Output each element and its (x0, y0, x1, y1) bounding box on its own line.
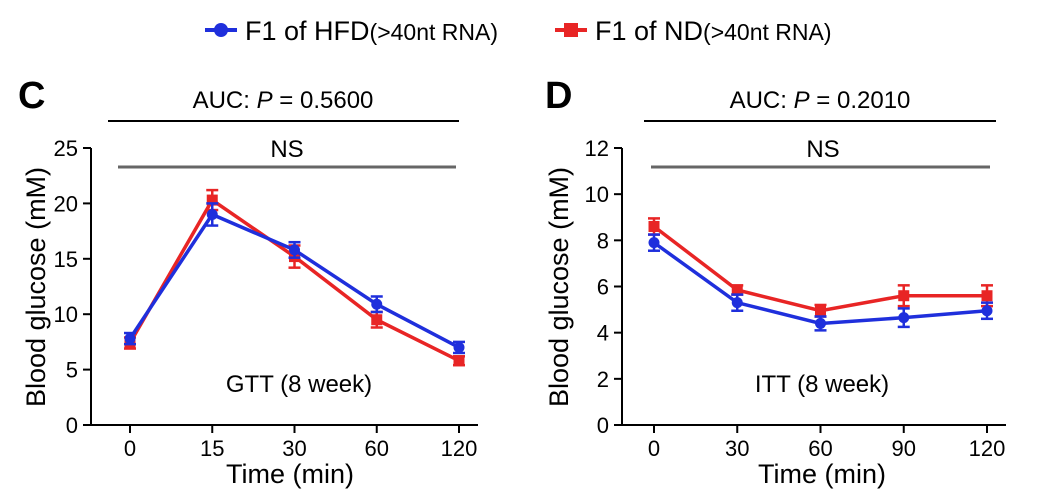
series-line-hfd (128, 212, 460, 349)
data-point-nd (898, 290, 910, 302)
data-point-nd (206, 194, 218, 206)
y-axis-title: Blood glucose (mM) (21, 167, 51, 407)
legend-item-nd: F1 of ND(>40nt RNA) (555, 16, 832, 46)
data-point-hfd (648, 237, 660, 249)
panel-c: C AUC: P = 0.5600 NS GTT (8 week) Time (… (18, 75, 478, 489)
x-tick-label: 120 (969, 436, 1006, 461)
y-tick-label: 5 (66, 358, 78, 383)
data-point-nd (371, 314, 383, 326)
x-tick-label: 90 (892, 436, 916, 461)
data-point-nd (648, 220, 660, 232)
panel-letter: D (545, 75, 572, 117)
y-tick-label: 20 (54, 191, 78, 216)
series-line-nd (652, 225, 987, 313)
panel-letter: C (18, 75, 45, 117)
legend-marker-nd (564, 23, 578, 37)
legend-label-hfd: F1 of HFD (245, 16, 370, 46)
auc-prefix: AUC: (730, 87, 794, 114)
legend-label-nd: F1 of ND (595, 16, 703, 46)
auc-label: AUC: P = 0.2010 (730, 87, 911, 114)
auc-value: = 0.2010 (810, 87, 911, 114)
y-tick-label: 8 (597, 228, 609, 253)
auc-p-symbol: P (257, 87, 273, 114)
svg-text:F1 of HFD(>40nt RNA): F1 of HFD(>40nt RNA) (245, 16, 498, 46)
data-point-nd (731, 284, 743, 296)
y-tick-label: 10 (54, 302, 78, 327)
auc-label: AUC: P = 0.5600 (193, 87, 374, 114)
y-tick-label: 2 (597, 367, 609, 392)
y-tick-label: 12 (585, 136, 609, 161)
data-point-hfd (731, 297, 743, 309)
auc-p-symbol: P (794, 87, 810, 114)
test-annotation: ITT (8 week) (755, 371, 889, 398)
panel-d: D AUC: P = 0.2010 NS ITT (8 week) Time (… (544, 75, 1006, 489)
y-tick-label: 0 (597, 413, 609, 438)
legend-suffix-nd: (>40nt RNA) (703, 19, 831, 45)
legend-marker-hfd (214, 23, 228, 37)
auc-prefix: AUC: (193, 87, 257, 114)
x-axis-title: Time (min) (226, 459, 354, 489)
significance-label: NS (270, 136, 303, 163)
data-point-hfd (289, 244, 300, 256)
y-axis-title: Blood glucose (mM) (544, 167, 574, 407)
y-tick-label: 10 (585, 182, 609, 207)
y-tick-label: 15 (54, 247, 78, 272)
x-tick-label: 60 (808, 436, 832, 461)
axes: 0 5 10 15 20 25 0 15 30 60 120 (54, 136, 478, 461)
y-tick-label: 6 (597, 275, 609, 300)
test-annotation: GTT (8 week) (226, 371, 372, 398)
significance-label: NS (806, 136, 839, 163)
data-point-hfd (815, 317, 826, 329)
data-point-nd (815, 305, 826, 317)
y-tick-label: 0 (66, 413, 78, 438)
y-tick-label: 25 (54, 136, 78, 161)
x-axis-title: Time (min) (758, 459, 886, 489)
y-tick-label: 4 (597, 321, 609, 346)
plot-area (648, 217, 993, 332)
plot-area (124, 188, 465, 367)
data-point-nd (981, 290, 993, 302)
x-tick-label: 30 (282, 436, 306, 461)
data-point-hfd (981, 305, 993, 317)
legend-suffix-hfd: (>40nt RNA) (370, 19, 498, 45)
legend-item-hfd: F1 of HFD(>40nt RNA) (205, 16, 498, 46)
legend: F1 of HFD(>40nt RNA) F1 of ND(>40nt RNA) (205, 16, 832, 46)
svg-text:F1 of ND(>40nt RNA): F1 of ND(>40nt RNA) (595, 16, 832, 46)
x-tick-label: 0 (124, 436, 136, 461)
x-tick-label: 60 (365, 436, 389, 461)
data-point-hfd (124, 333, 136, 345)
series-line-nd (128, 197, 460, 363)
data-point-hfd (453, 341, 465, 353)
data-point-hfd (898, 312, 910, 324)
x-tick-label: 0 (648, 436, 660, 461)
x-tick-label: 15 (200, 436, 224, 461)
x-tick-label: 120 (441, 436, 478, 461)
data-point-nd (453, 355, 465, 367)
x-tick-label: 30 (725, 436, 749, 461)
data-point-hfd (206, 208, 218, 220)
data-point-hfd (371, 298, 383, 310)
auc-value: = 0.5600 (273, 87, 374, 114)
